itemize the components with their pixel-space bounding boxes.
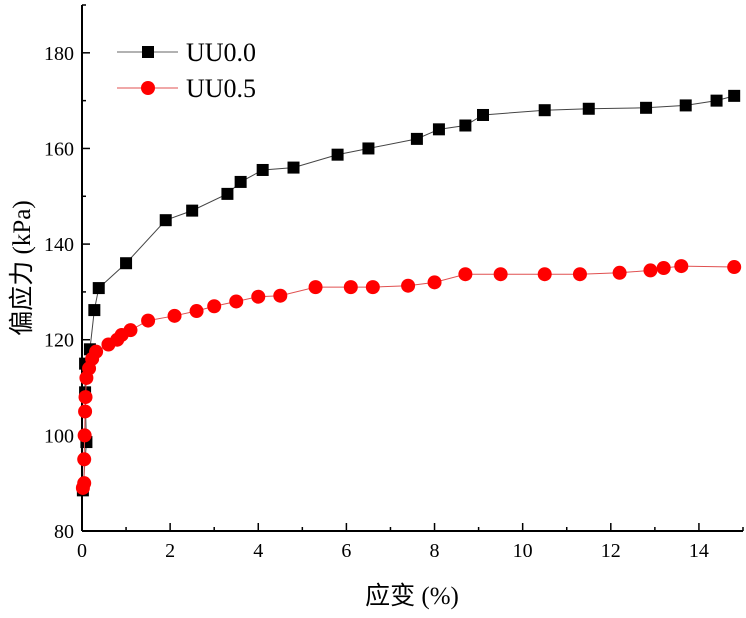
data-point-UU0.5 bbox=[273, 288, 288, 303]
data-point-UU0.0 bbox=[640, 101, 653, 114]
data-point-UU0.0 bbox=[410, 132, 423, 145]
data-point-UU0.5 bbox=[365, 280, 380, 295]
data-point-UU0.0 bbox=[477, 108, 490, 121]
data-point-UU0.5 bbox=[427, 275, 442, 290]
y-tick-label: 180 bbox=[44, 43, 74, 65]
y-tick-label: 100 bbox=[44, 425, 74, 447]
y-axis-label: 偏应力 (kPa) bbox=[8, 200, 36, 335]
data-point-UU0.5 bbox=[77, 428, 92, 443]
data-point-UU0.0 bbox=[287, 161, 300, 174]
data-point-UU0.5 bbox=[308, 280, 323, 295]
data-point-UU0.5 bbox=[77, 452, 92, 467]
x-tick-label: 4 bbox=[253, 540, 263, 562]
legend-label: UU0.0 bbox=[186, 38, 256, 67]
data-point-UU0.5 bbox=[643, 263, 658, 278]
data-point-UU0.0 bbox=[728, 89, 741, 102]
data-point-UU0.5 bbox=[189, 304, 204, 319]
legend-label: UU0.5 bbox=[186, 74, 256, 103]
x-tick-label: 12 bbox=[601, 540, 621, 562]
data-point-UU0.5 bbox=[401, 278, 416, 293]
data-point-UU0.5 bbox=[674, 259, 689, 274]
data-point-UU0.5 bbox=[493, 267, 508, 282]
x-tick-label: 2 bbox=[165, 540, 175, 562]
data-point-UU0.5 bbox=[343, 280, 358, 295]
data-point-UU0.0 bbox=[710, 94, 723, 107]
data-point-UU0.5 bbox=[656, 261, 671, 275]
data-point-UU0.5 bbox=[77, 476, 92, 491]
y-tick-label: 80 bbox=[54, 521, 74, 543]
data-point-UU0.0 bbox=[221, 187, 234, 200]
data-point-UU0.5 bbox=[612, 265, 627, 280]
series-line-UU0.0 bbox=[82, 95, 735, 491]
data-point-UU0.0 bbox=[459, 119, 472, 132]
data-point-UU0.5 bbox=[537, 267, 552, 282]
legend-marker bbox=[142, 46, 154, 58]
data-point-UU0.5 bbox=[167, 308, 182, 323]
data-point-UU0.0 bbox=[256, 163, 269, 176]
data-point-UU0.0 bbox=[432, 123, 445, 136]
y-tick-label: 160 bbox=[44, 138, 74, 160]
data-point-UU0.5 bbox=[141, 313, 156, 328]
x-tick-label: 14 bbox=[689, 540, 709, 562]
data-point-UU0.0 bbox=[538, 104, 551, 117]
x-axis-label: 应变 (%) bbox=[365, 582, 459, 610]
x-tick-label: 8 bbox=[430, 540, 440, 562]
data-point-UU0.0 bbox=[234, 175, 247, 188]
data-point-UU0.0 bbox=[186, 204, 199, 217]
data-point-UU0.0 bbox=[88, 304, 101, 317]
legend-marker bbox=[141, 81, 155, 95]
y-tick-label: 120 bbox=[44, 330, 74, 352]
data-point-UU0.0 bbox=[582, 102, 595, 115]
data-point-UU0.5 bbox=[123, 323, 138, 338]
x-tick-label: 0 bbox=[77, 540, 87, 562]
data-point-UU0.5 bbox=[727, 260, 742, 275]
data-point-UU0.5 bbox=[458, 267, 473, 282]
y-tick-label: 140 bbox=[44, 234, 74, 256]
x-tick-label: 6 bbox=[341, 540, 351, 562]
data-point-UU0.0 bbox=[120, 257, 133, 270]
data-point-UU0.5 bbox=[572, 267, 587, 282]
data-point-UU0.5 bbox=[89, 344, 104, 359]
data-point-UU0.0 bbox=[331, 148, 344, 161]
data-point-UU0.5 bbox=[251, 289, 266, 304]
series-line-UU0.5 bbox=[82, 265, 735, 489]
data-point-UU0.0 bbox=[92, 282, 105, 295]
data-point-UU0.5 bbox=[229, 294, 244, 309]
data-point-UU0.0 bbox=[362, 142, 375, 155]
data-point-UU0.0 bbox=[679, 99, 692, 112]
data-point-UU0.0 bbox=[159, 214, 172, 227]
x-tick-label: 10 bbox=[513, 540, 533, 562]
data-point-UU0.5 bbox=[207, 299, 222, 314]
data-point-UU0.5 bbox=[78, 390, 93, 405]
data-point-UU0.5 bbox=[78, 404, 93, 419]
